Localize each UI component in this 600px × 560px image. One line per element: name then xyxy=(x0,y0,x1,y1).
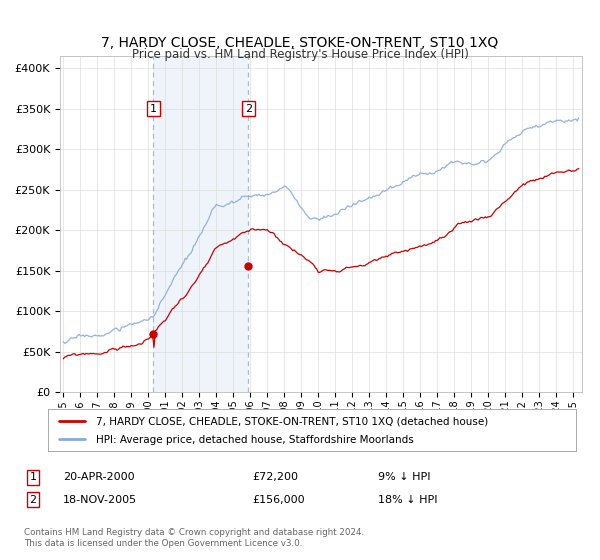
Text: 18% ↓ HPI: 18% ↓ HPI xyxy=(378,494,437,505)
Text: 7, HARDY CLOSE, CHEADLE, STOKE-ON-TRENT, ST10 1XQ: 7, HARDY CLOSE, CHEADLE, STOKE-ON-TRENT,… xyxy=(101,36,499,50)
Bar xyxy=(154,56,248,392)
Text: This data is licensed under the Open Government Licence v3.0.: This data is licensed under the Open Gov… xyxy=(24,539,302,548)
Text: 1: 1 xyxy=(29,472,37,482)
Text: £156,000: £156,000 xyxy=(252,494,305,505)
Text: Contains HM Land Registry data © Crown copyright and database right 2024.: Contains HM Land Registry data © Crown c… xyxy=(24,528,364,536)
Text: 20-APR-2000: 20-APR-2000 xyxy=(63,472,134,482)
Text: £72,200: £72,200 xyxy=(252,472,298,482)
Text: Price paid vs. HM Land Registry's House Price Index (HPI): Price paid vs. HM Land Registry's House … xyxy=(131,48,469,60)
Text: 9% ↓ HPI: 9% ↓ HPI xyxy=(378,472,431,482)
Text: 7, HARDY CLOSE, CHEADLE, STOKE-ON-TRENT, ST10 1XQ (detached house): 7, HARDY CLOSE, CHEADLE, STOKE-ON-TRENT,… xyxy=(95,417,488,426)
Text: 18-NOV-2005: 18-NOV-2005 xyxy=(63,494,137,505)
Text: HPI: Average price, detached house, Staffordshire Moorlands: HPI: Average price, detached house, Staf… xyxy=(95,435,413,445)
Text: 1: 1 xyxy=(150,104,157,114)
Text: 2: 2 xyxy=(245,104,252,114)
Text: 2: 2 xyxy=(29,494,37,505)
